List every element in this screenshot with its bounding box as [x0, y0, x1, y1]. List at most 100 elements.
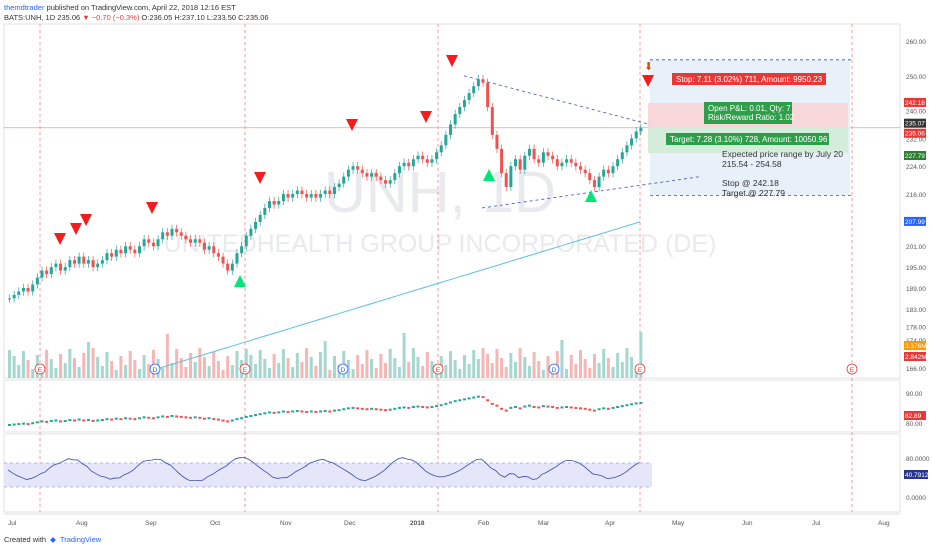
tradingview-brand[interactable]: TradingView [59, 535, 102, 544]
momentum-bar [254, 414, 258, 417]
candle-body [175, 228, 179, 233]
x-tick: Aug [878, 520, 890, 527]
momentum-bar [342, 408, 346, 411]
symbol: BATS:UNH, 1D [4, 13, 56, 22]
x-tick: Dec [344, 520, 356, 527]
price-label: 235.07 [905, 121, 925, 128]
candle-body [430, 159, 434, 163]
volume-bar [267, 368, 271, 378]
volume-bar [458, 369, 462, 378]
momentum-bar [565, 406, 569, 408]
momentum-bar [63, 419, 67, 422]
candle-body [277, 201, 281, 205]
price-tick: 232.00 [906, 136, 926, 143]
candle-body [509, 166, 513, 188]
momentum-bar [509, 406, 513, 409]
momentum-bar [569, 406, 573, 409]
volume-bar [360, 364, 364, 378]
momentum-pane-frame [3, 379, 901, 433]
momentum-bar [300, 410, 304, 413]
triangle-upper-line [463, 75, 651, 125]
volume-bar [397, 367, 401, 378]
candle-body [295, 190, 299, 195]
momentum-bar [518, 407, 522, 410]
candle-body [31, 284, 35, 292]
volume-bar [254, 364, 258, 378]
watermark-company: UNITEDHEALTH GROUP INCORPORATED (DE) [164, 230, 717, 258]
momentum-bar [365, 408, 369, 411]
candle-body [189, 239, 193, 243]
candle-body [397, 166, 401, 174]
candle-body [286, 194, 290, 198]
price-tick: 260.00 [906, 39, 926, 46]
rsi-band [4, 463, 652, 487]
momentum-bar [583, 407, 587, 410]
momentum-bar [230, 419, 234, 422]
candle-body [421, 155, 425, 160]
volume-bar [314, 366, 318, 378]
candle-body [523, 155, 527, 170]
volume-bar [481, 348, 485, 378]
volume-bar [31, 369, 35, 378]
momentum-bar [281, 410, 285, 413]
momentum-bar [435, 405, 439, 408]
volume-bar [91, 348, 95, 378]
candle-body [221, 256, 225, 264]
momentum-bar [272, 411, 276, 414]
momentum-bar [244, 415, 248, 418]
event-marker [432, 363, 444, 375]
candle-body [588, 173, 592, 181]
candle-body [527, 148, 531, 156]
x-tick: Sep [145, 520, 157, 527]
volume-bar [453, 360, 457, 378]
candle-body [411, 159, 415, 167]
momentum-bar [137, 417, 141, 420]
candle-body [458, 107, 462, 115]
momentum-bar [560, 406, 564, 409]
candle-body [407, 162, 411, 167]
volume-bar [202, 357, 206, 378]
volume-bar [393, 358, 397, 378]
volume-bar [49, 359, 53, 378]
volume-bar [569, 355, 573, 378]
volume-bar [411, 348, 415, 378]
price-label: 207.99 [905, 219, 925, 226]
momentum-bar [597, 408, 601, 411]
candle-body [230, 263, 234, 271]
event-marker-label: E [38, 367, 43, 374]
x-tick: Mar [538, 520, 550, 527]
candle-body [444, 134, 448, 146]
candle-body [342, 176, 346, 184]
candle-body [184, 235, 188, 240]
candle-body [240, 246, 244, 254]
momentum-bar [175, 415, 179, 418]
candle-body [216, 253, 220, 257]
event-marker-label: D [153, 367, 158, 374]
momentum-bar [133, 418, 137, 421]
tradingview-logo-icon: ◆ [50, 535, 56, 544]
candle-body [537, 159, 541, 163]
target-label-bg [666, 133, 829, 145]
candle-body [356, 166, 360, 170]
volume-bar [59, 354, 63, 378]
annotation-range-title: Expected price range by July 20 [722, 149, 843, 159]
momentum-bar [453, 400, 457, 403]
volume-bar [137, 369, 141, 378]
volume-bar [332, 356, 336, 378]
event-marker-label: D [552, 367, 557, 374]
momentum-bar [393, 407, 397, 410]
volume-bar [235, 351, 239, 378]
volume-bar [509, 353, 513, 378]
down-arrow-icon [70, 223, 82, 235]
momentum-bar [411, 406, 415, 408]
candle-body [68, 260, 72, 268]
momentum-bar [59, 420, 63, 423]
momentum-bar [249, 415, 253, 417]
momentum-bar [546, 405, 550, 408]
momentum-bar [476, 395, 480, 398]
publisher-name[interactable]: themdtrader [4, 3, 45, 12]
momentum-bar [35, 421, 39, 424]
momentum-bar [119, 418, 123, 421]
price-label-bg [904, 341, 926, 350]
